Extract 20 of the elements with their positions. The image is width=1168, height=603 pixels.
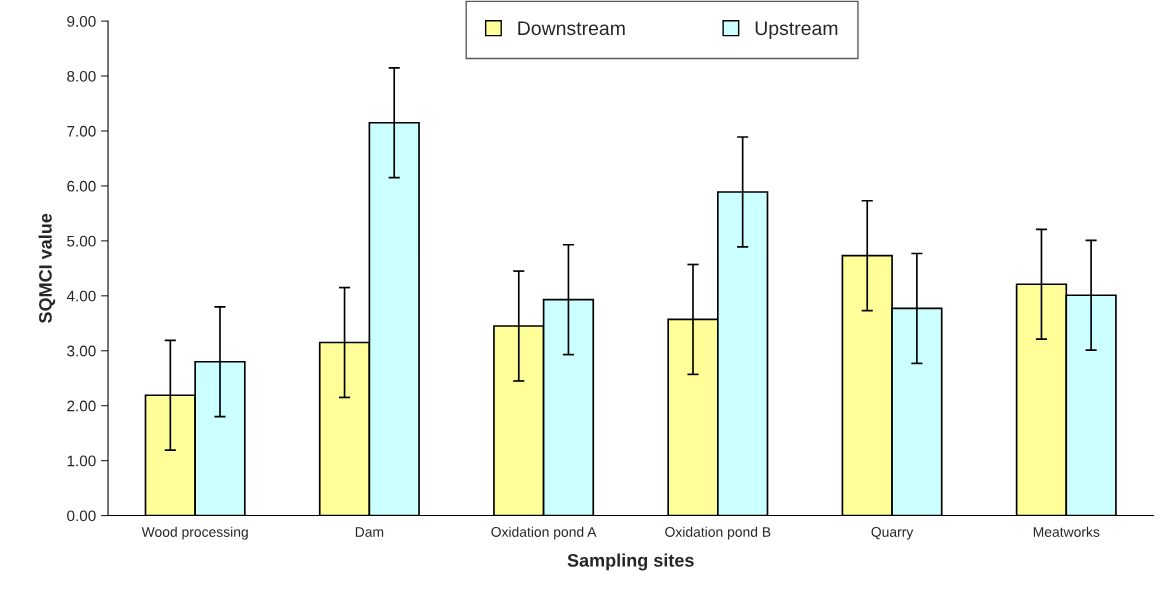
x-axis-title: Sampling sites — [567, 553, 694, 571]
x-tick-label: Dam — [355, 527, 384, 537]
x-tick-label: Oxidation pond B — [665, 526, 771, 540]
y-tick-label: 5.00 — [67, 235, 96, 247]
x-tick-label: Wood processing — [141, 526, 248, 540]
y-tick-label: 2.00 — [67, 400, 96, 412]
y-tick-label: 0.00 — [67, 510, 96, 522]
y-tick-label: 3.00 — [67, 345, 96, 357]
x-tick-label: Oxidation pond A — [491, 526, 597, 540]
y-tick-label: 6.00 — [67, 180, 96, 192]
y-tick-label: 4.00 — [66, 290, 96, 302]
y-tick-label: 1.00 — [67, 455, 96, 467]
y-tick-label: 7.00 — [67, 125, 96, 137]
y-tick-label: 8.00 — [67, 70, 96, 82]
x-tick-label: Meatworks — [1033, 526, 1100, 537]
legend-label: Upstream — [755, 21, 838, 39]
y-axis-title: SQMCI value — [38, 213, 56, 323]
y-tick-label: 9.00 — [67, 15, 96, 27]
legend-label: Downstream — [518, 21, 625, 36]
x-tick-label: Quarry — [871, 527, 914, 540]
